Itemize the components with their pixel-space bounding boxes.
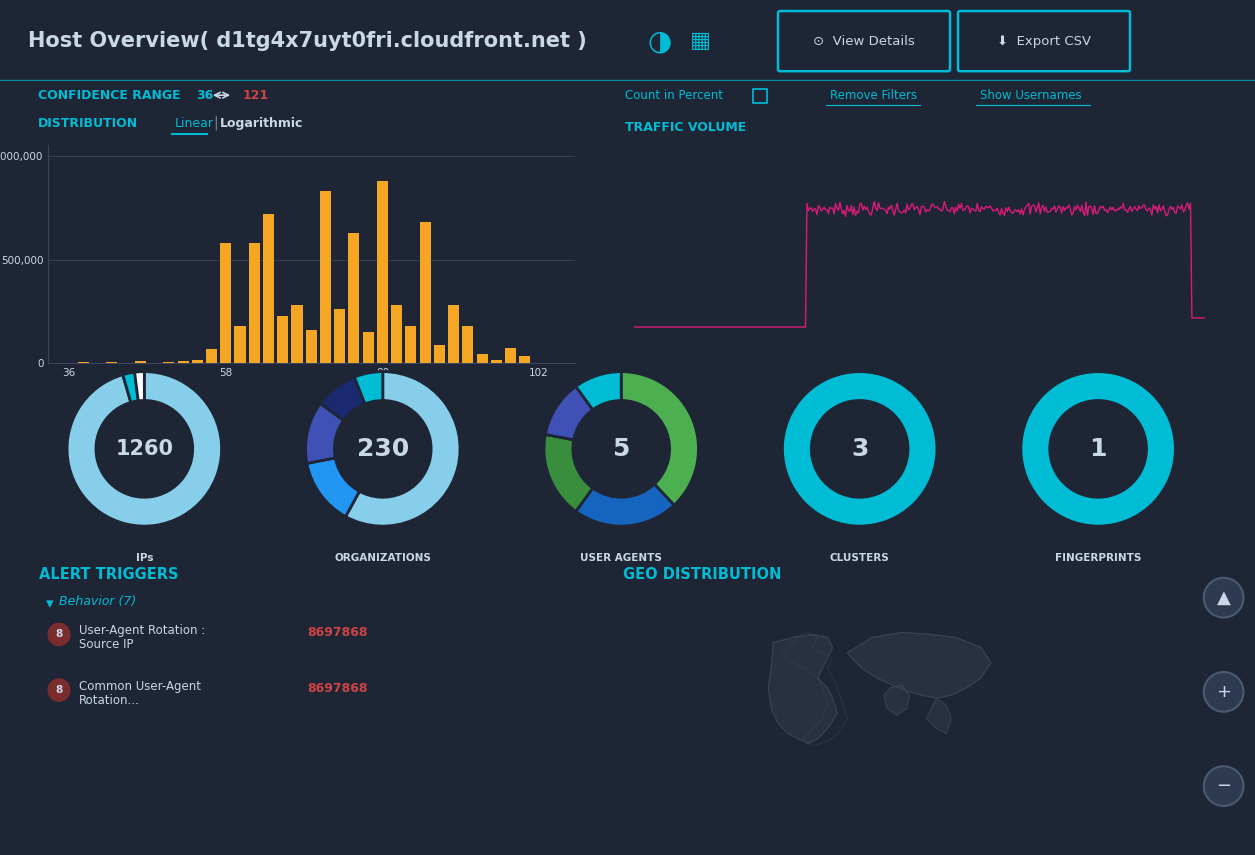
Bar [306, 330, 316, 363]
Bar [506, 348, 516, 363]
Text: 8697868: 8697868 [307, 626, 368, 639]
Wedge shape [134, 372, 144, 401]
Wedge shape [123, 372, 138, 403]
Circle shape [48, 679, 70, 701]
Text: Show Usernames: Show Usernames [980, 89, 1082, 102]
Text: User-Agent Rotation :: User-Agent Rotation : [79, 624, 205, 637]
Wedge shape [782, 372, 937, 526]
Text: Host Overview( d1tg4x7uyt0fri.cloudfront.net ): Host Overview( d1tg4x7uyt0fri.cloudfront… [28, 31, 587, 51]
Text: ALERT TRIGGERS: ALERT TRIGGERS [39, 567, 178, 581]
Text: ⬇  Export CSV: ⬇ Export CSV [996, 34, 1091, 48]
Text: ▲: ▲ [1216, 588, 1231, 607]
Text: GEO DISTRIBUTION: GEO DISTRIBUTION [622, 567, 782, 581]
Text: CONFIDENCE RANGE: CONFIDENCE RANGE [38, 89, 181, 102]
Polygon shape [926, 699, 951, 734]
Polygon shape [768, 634, 837, 744]
Wedge shape [345, 372, 461, 526]
Text: USER AGENTS: USER AGENTS [580, 553, 663, 563]
Wedge shape [576, 372, 621, 410]
Text: FINGERPRINTS: FINGERPRINTS [1055, 553, 1141, 563]
Wedge shape [67, 372, 222, 526]
Bar [291, 305, 302, 363]
Bar [753, 89, 767, 103]
Bar [349, 233, 359, 363]
Text: +: + [1216, 683, 1231, 701]
Text: Source IP: Source IP [79, 639, 133, 652]
Text: Behavior (7): Behavior (7) [59, 595, 137, 608]
Text: −: − [1216, 777, 1231, 795]
Text: Count in Percent: Count in Percent [625, 89, 723, 102]
Text: ORGANIZATIONS: ORGANIZATIONS [334, 553, 432, 563]
Text: ⊙  View Details: ⊙ View Details [813, 34, 915, 48]
Circle shape [1204, 578, 1244, 617]
Circle shape [48, 623, 70, 646]
Text: IPs: IPs [136, 553, 153, 563]
Text: 8: 8 [55, 685, 63, 695]
Bar [192, 360, 203, 363]
Bar [448, 305, 459, 363]
Text: DISTRIBUTION: DISTRIBUTION [38, 116, 138, 130]
Text: 5: 5 [612, 437, 630, 461]
Bar [334, 310, 345, 363]
Bar [177, 361, 188, 363]
Bar [235, 326, 246, 363]
Bar [277, 315, 289, 363]
Bar [376, 180, 388, 363]
Bar [248, 243, 260, 363]
Circle shape [1204, 672, 1244, 711]
Text: ▾: ▾ [46, 596, 54, 611]
Text: Rotation...: Rotation... [79, 694, 139, 707]
Bar [477, 354, 488, 363]
Bar [107, 362, 117, 363]
Text: 8: 8 [55, 629, 63, 640]
Wedge shape [576, 484, 674, 526]
Wedge shape [305, 404, 344, 463]
Bar [520, 357, 531, 363]
Wedge shape [307, 458, 359, 516]
Bar [206, 349, 217, 363]
Bar [392, 305, 403, 363]
Bar [491, 360, 502, 363]
Text: 8697868: 8697868 [307, 681, 368, 694]
Text: 1: 1 [1089, 437, 1107, 461]
Text: 230: 230 [356, 437, 409, 461]
Polygon shape [884, 685, 910, 716]
Circle shape [1204, 766, 1244, 806]
Wedge shape [1020, 372, 1176, 526]
Bar [434, 345, 446, 363]
Bar [419, 222, 430, 363]
Bar [163, 362, 174, 363]
Bar [134, 362, 146, 363]
Text: CLUSTERS: CLUSTERS [830, 553, 890, 563]
Wedge shape [320, 377, 365, 421]
Text: |: | [213, 116, 217, 130]
Bar [462, 326, 473, 363]
Bar [220, 243, 231, 363]
Text: Remove Filters: Remove Filters [830, 89, 917, 102]
Polygon shape [847, 633, 990, 699]
Wedge shape [543, 434, 592, 511]
Bar [405, 326, 417, 363]
Text: 121: 121 [243, 89, 270, 102]
Text: Common User-Agent: Common User-Agent [79, 680, 201, 693]
Text: 3: 3 [851, 437, 868, 461]
Text: Logarithmic: Logarithmic [220, 116, 304, 130]
Wedge shape [621, 372, 699, 505]
Bar [264, 214, 274, 363]
Text: Linear: Linear [174, 116, 215, 130]
Bar [320, 191, 331, 363]
Text: TRAFFIC VOLUME: TRAFFIC VOLUME [625, 121, 747, 133]
Text: ▦: ▦ [689, 31, 710, 51]
Wedge shape [546, 386, 592, 439]
Text: 36: 36 [196, 89, 213, 102]
Wedge shape [354, 372, 383, 404]
Text: ◑: ◑ [648, 27, 673, 55]
Bar [363, 333, 374, 363]
Text: 1260: 1260 [115, 439, 173, 459]
